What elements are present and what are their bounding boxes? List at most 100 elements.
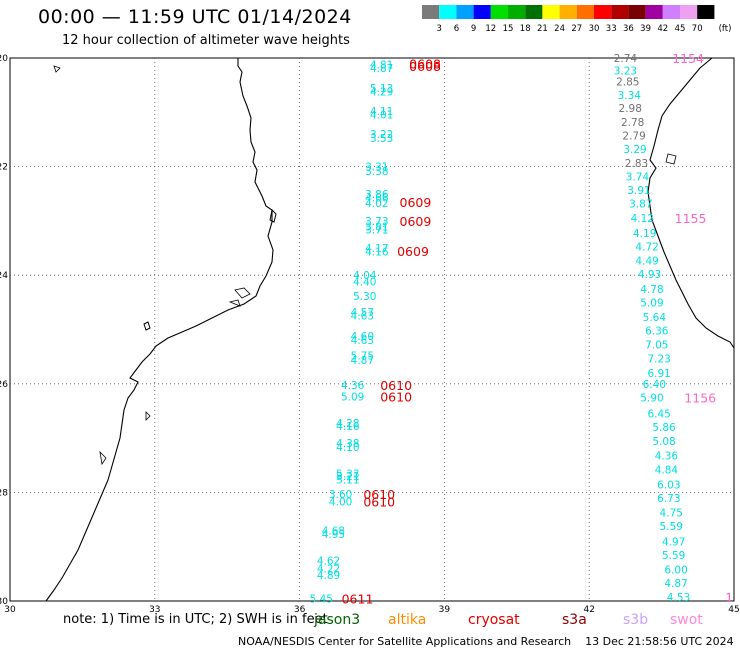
inhaca-island [143,321,151,331]
wave-height-label: 3.38 [365,166,388,178]
footer-note: note: 1) Time is in UTC; 2) SWH is in fe… [63,612,328,627]
wave-height-label: 2.74 [614,53,638,65]
wave-height-label: 4.66 [365,193,389,205]
wave-height-label: 4.17 [365,243,388,255]
wave-height-label: 5.11 [336,474,359,486]
pass-time-label: 0609 [397,244,429,259]
wave-height-label: 4.10 [336,442,359,454]
wave-height-label: 7.05 [645,340,668,352]
wave-height-label: 6.00 [664,565,687,577]
pass-time-label: 0610 [363,495,395,510]
colorbar-tick-label: 70 [692,24,703,34]
chart-subtitle: 12 hour collection of altimeter wave hei… [62,33,350,48]
wave-height-label: 4.63 [351,335,374,347]
wave-height-label: 5.33 [336,468,359,480]
wave-height-label: 3.71 [365,225,388,237]
pass-time-label: 1156 [684,390,716,405]
wave-height-label: 5.59 [662,550,685,562]
pass-time-label: 0610 [380,378,412,393]
lat-tick-label: -22 [0,163,8,173]
lat-tick-label: -26 [0,380,8,390]
colorbar-swatch [422,5,440,19]
colorbar-tick-label: 36 [623,24,634,34]
lat-tick-label: -24 [0,271,8,281]
madagascar-coastline [647,57,735,349]
wave-height-label: 4.60 [351,331,374,343]
colorbar-swatch [576,5,594,19]
pass-time-label: 0609 [400,214,432,229]
wave-height-label: 3.86 [365,189,389,201]
wave-height-label: 4.38 [336,438,359,450]
pass-time-label: 1155 [675,211,707,226]
colorbar-swatch [456,5,474,19]
wave-height-label: 4.04 [353,270,377,282]
wave-height-label: 4.72 [635,241,658,253]
wave-height-label: 4.84 [655,465,679,477]
wave-height-label: 6.91 [647,368,670,380]
wave-height-label: 4.62 [317,555,340,567]
satellite-legend-cryosat: cryosat [468,612,520,628]
colorbar-tick-label: 21 [537,24,548,34]
wave-height-label: 4.63 [351,310,374,322]
wave-height-label: 5.09 [640,297,663,309]
wave-height-label: 4.36 [341,380,365,392]
wave-height-label: 3.81 [365,221,388,233]
wave-height-label: 4.53 [667,592,690,604]
wave-height-label: 5.21 [336,471,359,483]
wave-height-label: 4.40 [353,277,376,289]
wave-height-label: 4.97 [662,536,685,548]
wave-height-label: 5.09 [341,391,364,403]
colorbar-swatch [542,5,560,19]
colorbar-tick-label: 45 [675,24,686,34]
wave-height-label: 7.23 [647,353,670,365]
colorbar-swatch [645,5,663,19]
wave-height-label: 3.23 [614,65,637,77]
colorbar-swatch [473,5,491,19]
pass-time-label: 0609 [400,195,432,210]
lat-tick-label: -20 [0,54,8,64]
wave-height-label: 3.74 [626,171,650,183]
colorbar-tick-label: 24 [554,24,565,34]
lon-tick-label: 45 [728,605,739,615]
colorbar-swatch [490,5,508,19]
wave-height-label: 4.16 [365,246,389,258]
wave-height-label: 4.87 [664,578,687,590]
wave-height-label: 4.49 [635,256,658,268]
wave-height-label: 2.79 [622,131,645,143]
credit-text: NOAA/NESDIS Center for Satellite Applica… [238,635,572,648]
colorbar-tick-label: 18 [520,24,531,34]
wave-height-label: 5.86 [652,422,676,434]
colorbar-tick-label: 42 [657,24,668,34]
colorbar-swatch [439,5,457,19]
satellite-legend-s3a: s3a [562,612,587,628]
wave-height-label: 4.12 [631,213,654,225]
wave-height-label: 5.45 [310,593,333,605]
wave-height-label: 4.01 [370,109,393,121]
wave-height-label: 3.60 [329,489,352,501]
wave-height-label: 4.02 [365,198,388,210]
colorbar-legend: 3 6 9 12 15 18 21 24 27 30 33 36 39 42 45 70 (ft) [422,5,731,34]
lat-tick-label: -28 [0,488,8,498]
colorbar-swatch [628,5,646,19]
wave-height-label: 4.22 [317,563,340,575]
pass-time-label: 0610 [363,487,395,502]
wave-height-label: 4.36 [655,450,679,462]
wave-height-label: 6.36 [645,326,669,338]
credit-timestamp: 13 Dec 21:58:56 UTC 2024 [585,635,734,648]
wave-height-label: 5.75 [351,351,374,363]
bazaruto-island [269,208,277,223]
wave-height-label: 4.29 [370,87,393,99]
madagascar-inlet [665,153,677,165]
wave-height-label: 5.13 [370,83,393,95]
wave-height-label: 4.87 [351,355,374,367]
map-frame [9,57,735,602]
wave-height-label: 3.53 [370,133,393,145]
colorbar-tick-label: 15 [503,24,514,34]
satellite-legend-jason3: jason3 [314,612,361,628]
wave-height-label: 3.73 [365,216,388,228]
lat-tick-label: -30 [0,597,8,607]
wave-height-label: 4.16 [336,421,360,433]
lon-tick-label: 36 [294,605,306,615]
wave-height-label: 3.87 [629,199,652,211]
colorbar-tick-label: 39 [640,24,651,34]
